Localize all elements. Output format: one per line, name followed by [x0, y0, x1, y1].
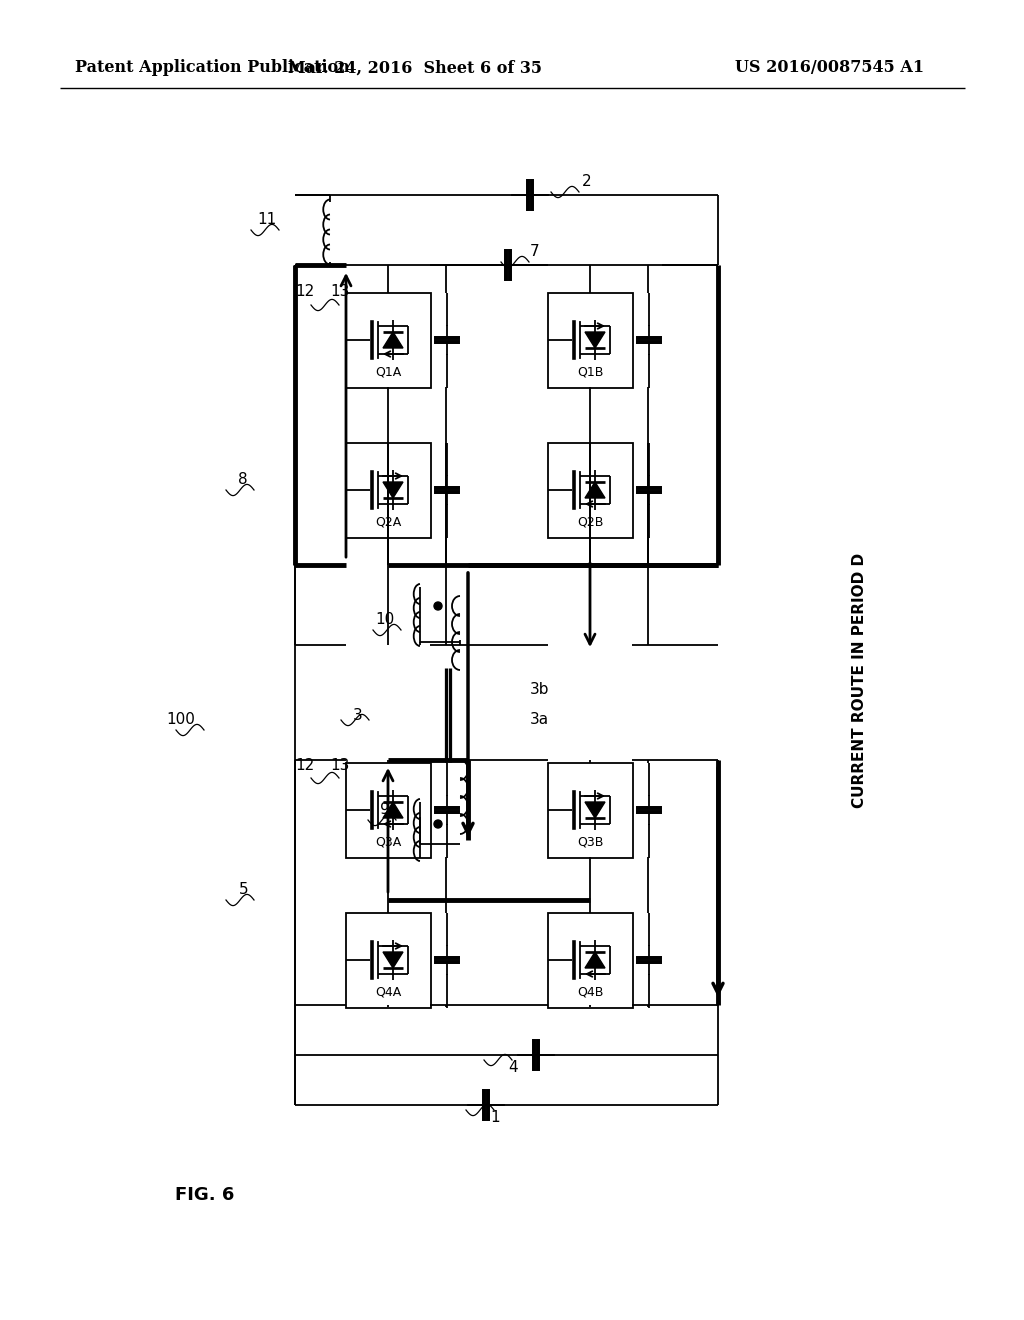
Text: Q3B: Q3B: [577, 836, 603, 849]
Text: Q3A: Q3A: [375, 836, 401, 849]
Text: Q4A: Q4A: [375, 986, 401, 998]
Polygon shape: [585, 952, 605, 968]
Text: 3: 3: [353, 708, 362, 722]
Text: 8: 8: [239, 473, 248, 487]
Text: 3a: 3a: [530, 713, 549, 727]
Polygon shape: [383, 952, 403, 968]
Polygon shape: [585, 803, 605, 818]
Text: 3b: 3b: [530, 682, 550, 697]
Text: Mar. 24, 2016  Sheet 6 of 35: Mar. 24, 2016 Sheet 6 of 35: [288, 59, 542, 77]
Text: 13: 13: [330, 758, 349, 772]
Text: 1: 1: [490, 1110, 500, 1126]
Text: 4: 4: [508, 1060, 517, 1076]
Text: Q4B: Q4B: [577, 986, 603, 998]
Text: 13: 13: [330, 285, 349, 300]
Polygon shape: [383, 333, 403, 348]
Text: US 2016/0087545 A1: US 2016/0087545 A1: [735, 59, 924, 77]
Text: Q2B: Q2B: [577, 516, 603, 528]
Text: 2: 2: [582, 174, 592, 190]
Text: CURRENT ROUTE IN PERIOD D: CURRENT ROUTE IN PERIOD D: [853, 553, 867, 808]
Text: 12: 12: [296, 285, 315, 300]
Circle shape: [434, 820, 442, 828]
Circle shape: [434, 602, 442, 610]
Text: 7: 7: [530, 244, 540, 260]
Polygon shape: [585, 482, 605, 498]
Text: Q2A: Q2A: [375, 516, 401, 528]
Polygon shape: [383, 803, 403, 818]
Text: 11: 11: [258, 213, 278, 227]
Text: FIG. 6: FIG. 6: [175, 1185, 234, 1204]
Text: Q1A: Q1A: [375, 366, 401, 379]
Text: 5: 5: [239, 883, 248, 898]
Polygon shape: [383, 482, 403, 498]
Text: Q1B: Q1B: [577, 366, 603, 379]
Text: Patent Application Publication: Patent Application Publication: [75, 59, 350, 77]
Text: 12: 12: [296, 758, 315, 772]
Text: 100: 100: [166, 713, 195, 727]
Polygon shape: [585, 333, 605, 348]
Text: 9: 9: [380, 803, 390, 817]
Text: 10: 10: [376, 612, 395, 627]
